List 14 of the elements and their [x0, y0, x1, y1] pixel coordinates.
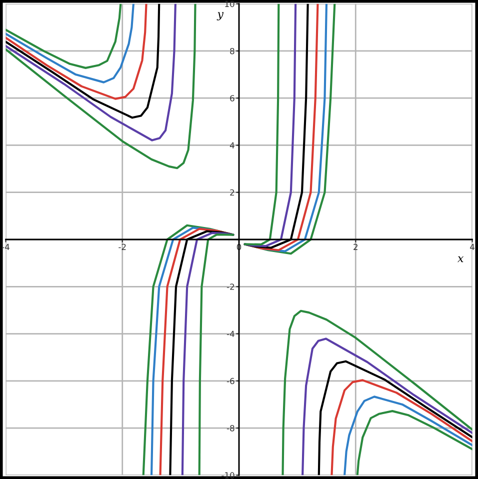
y-tick-label: -8	[226, 425, 234, 432]
x-tick-label: 2	[354, 244, 358, 250]
y-tick-label: 6	[230, 95, 234, 102]
y-tick-label: -6	[226, 378, 234, 384]
x-axis-title: x	[458, 256, 464, 262]
y-tick-label: -10	[222, 472, 234, 478]
y-tick-label: -2	[226, 284, 234, 290]
y-tick-label: 2	[230, 189, 234, 196]
y-tick-label: 8	[230, 48, 234, 54]
y-tick-label: -4	[226, 330, 234, 337]
x-tick-label: 4	[470, 244, 474, 250]
y-tick-label: 4	[230, 142, 234, 148]
y-axis-title: y	[216, 12, 224, 20]
x-tick-label: -2	[118, 244, 126, 250]
